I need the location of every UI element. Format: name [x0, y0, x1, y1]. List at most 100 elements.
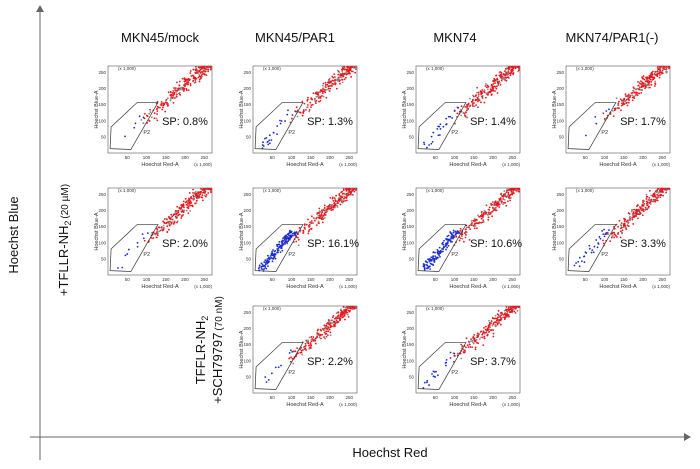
event-dot	[346, 305, 348, 308]
event-dot	[490, 84, 493, 87]
event-dot	[491, 215, 493, 218]
event-dot	[173, 87, 175, 89]
y-tick-label: 250	[98, 192, 106, 197]
event-dot	[319, 328, 322, 331]
event-dot	[328, 323, 331, 326]
event-dot	[641, 204, 644, 207]
event-dot	[470, 338, 472, 341]
y-tick-label: 250	[243, 70, 251, 75]
event-dot	[310, 106, 312, 109]
event-dot	[192, 192, 194, 194]
event-dot	[666, 187, 669, 190]
event-dot	[271, 252, 273, 255]
event-dot	[195, 68, 198, 70]
event-dot	[503, 76, 506, 79]
x-tick-label: 250	[346, 277, 354, 282]
event-dot	[344, 193, 346, 196]
event-dot	[584, 251, 587, 254]
event-dot	[307, 232, 310, 235]
row-label: +SCH79797 (70 nM)	[210, 296, 225, 404]
event-dot	[333, 73, 336, 76]
event-dot	[305, 108, 307, 111]
event-dot	[189, 70, 192, 72]
event-dot	[452, 231, 455, 234]
event-dot	[499, 198, 502, 201]
event-dot	[661, 72, 664, 75]
event-dot	[143, 239, 146, 242]
event-dot	[659, 74, 661, 76]
event-dot	[578, 265, 581, 268]
event-dot	[324, 83, 327, 86]
x-tick-label: 150	[307, 395, 315, 400]
event-dot	[272, 249, 274, 251]
event-dot	[194, 202, 197, 205]
event-dot	[152, 237, 154, 240]
event-dot	[285, 234, 288, 237]
event-dot	[503, 70, 506, 73]
event-dot	[301, 100, 304, 103]
y-tick-label: 100	[556, 240, 564, 245]
event-dot	[492, 332, 495, 335]
y-tick-label: 150	[243, 224, 251, 229]
event-dot	[467, 226, 470, 229]
event-dot	[333, 197, 336, 200]
event-dot	[326, 328, 329, 330]
event-dot	[494, 314, 497, 317]
event-dot	[264, 376, 267, 378]
x-tick-label: 250	[509, 277, 517, 282]
event-dot	[575, 262, 577, 264]
event-dot	[445, 248, 447, 251]
event-dot	[597, 243, 600, 245]
event-dot	[304, 345, 306, 348]
event-dot	[446, 241, 449, 243]
event-dot	[487, 218, 490, 221]
y-tick-label: 150	[243, 102, 251, 107]
outer-y-label: Hoechst Blue	[6, 196, 21, 273]
event-dot	[510, 69, 513, 72]
event-dot	[509, 72, 512, 75]
event-dot	[198, 73, 201, 76]
event-dot	[472, 341, 474, 344]
event-dot	[188, 192, 191, 194]
event-dot	[481, 89, 484, 91]
event-dot	[652, 200, 654, 203]
event-dot	[428, 265, 431, 268]
event-dot	[316, 213, 319, 216]
event-dot	[490, 322, 492, 325]
event-dot	[205, 187, 207, 190]
event-dot	[314, 102, 317, 105]
event-dot	[307, 230, 310, 233]
event-dot	[445, 358, 448, 361]
event-dot	[500, 73, 503, 76]
panel-scale: (x 1,000)	[339, 284, 357, 289]
event-dot	[494, 90, 496, 92]
event-dot	[346, 311, 349, 314]
event-dot	[316, 329, 319, 332]
event-dot	[654, 198, 657, 201]
event-dot	[661, 190, 664, 193]
event-dot	[490, 86, 493, 88]
event-dot	[432, 258, 434, 260]
event-dot	[463, 232, 466, 234]
y-tick-label: 50	[246, 374, 252, 379]
event-dot	[191, 74, 194, 77]
event-dot	[515, 187, 518, 190]
event-dot	[273, 250, 276, 253]
y-tick-label: 50	[246, 256, 252, 261]
event-dot	[621, 99, 624, 102]
event-dot	[477, 106, 479, 109]
event-dot	[291, 117, 293, 120]
event-dot	[499, 199, 502, 202]
row-label-sub: 2	[200, 316, 210, 321]
event-dot	[320, 214, 323, 216]
event-dot	[335, 87, 338, 90]
event-dot	[300, 347, 303, 349]
x-tick-label: 100	[143, 155, 151, 160]
event-dot	[204, 70, 207, 73]
event-dot	[637, 209, 640, 212]
event-dot	[328, 203, 331, 206]
event-dot	[518, 65, 520, 68]
event-dot	[493, 85, 496, 88]
event-dot	[454, 355, 456, 357]
event-dot	[491, 203, 494, 206]
